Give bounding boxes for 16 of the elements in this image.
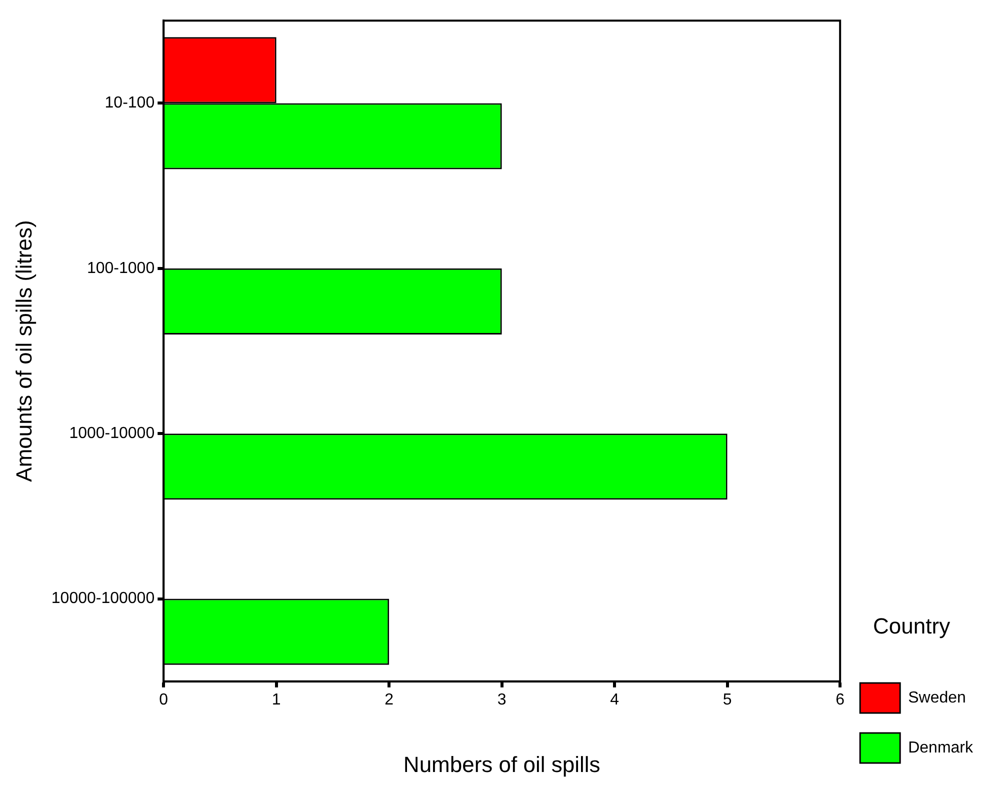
y-tick-label: 10000-100000 bbox=[51, 590, 155, 608]
x-tick-label: 0 bbox=[159, 691, 168, 708]
legend-label: Sweden bbox=[908, 689, 966, 706]
x-tick-label: 6 bbox=[836, 691, 845, 708]
x-tick-label: 3 bbox=[497, 691, 506, 708]
y-tick-label: 1000-10000 bbox=[69, 425, 155, 442]
x-tick-label: 4 bbox=[610, 691, 620, 708]
x-axis-title: Numbers of oil spills bbox=[403, 752, 600, 777]
legend-label: Denmark bbox=[908, 739, 974, 756]
x-tick-label: 1 bbox=[272, 691, 281, 708]
x-tick-label: 2 bbox=[384, 691, 394, 708]
y-tick-label: 100-1000 bbox=[86, 260, 155, 277]
x-tick-label: 5 bbox=[722, 691, 732, 708]
legend-title: Country bbox=[873, 614, 950, 639]
y-axis-title: Amounts of oil spills (litres) bbox=[11, 220, 36, 482]
y-tick-label: 10-100 bbox=[104, 94, 155, 112]
